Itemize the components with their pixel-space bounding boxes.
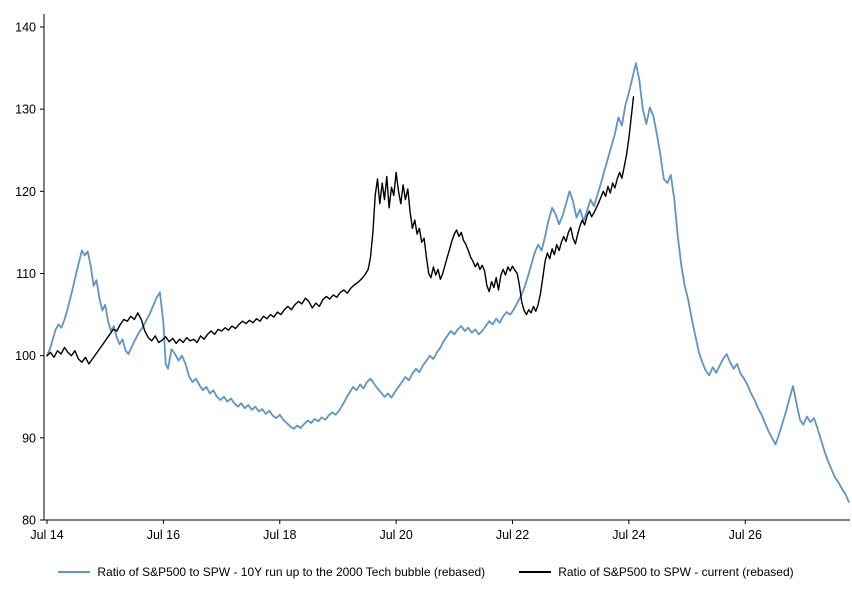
y-axis-tick-label: 140 xyxy=(15,21,36,35)
x-axis-tick-label: Jul 16 xyxy=(147,528,180,542)
y-axis-tick-label: 80 xyxy=(22,514,36,528)
x-axis-tick-label: Jul 18 xyxy=(263,528,296,542)
x-axis-tick-label: Jul 22 xyxy=(496,528,529,542)
plot-svg: 80 90 100 110 120 130 140 Jul 14 Jul 16 Jul 18 Jul… xyxy=(15,14,850,542)
series-line-0 xyxy=(46,62,850,503)
x-axis-tick-label: Jul 26 xyxy=(729,528,762,542)
current-line-swatch xyxy=(519,571,552,573)
x-axis-tick-label: Jul 14 xyxy=(30,528,63,542)
y-axis-tick-label: 110 xyxy=(16,267,36,281)
legend-item-tech-bubble: Ratio of S&P500 to SPW - 10Y run up to t… xyxy=(58,565,485,579)
legend-item-current: Ratio of S&P500 to SPW - current (rebase… xyxy=(519,565,794,579)
y-axis-tick-label: 120 xyxy=(15,185,36,199)
x-axis-tick-label: Jul 20 xyxy=(379,528,412,542)
legend-label-current: Ratio of S&P500 to SPW - current (rebase… xyxy=(558,565,794,579)
y-axis-tick-label: 90 xyxy=(22,431,36,445)
legend-label-tech-bubble: Ratio of S&P500 to SPW - 10Y run up to t… xyxy=(97,565,486,579)
series-line-1 xyxy=(46,96,635,365)
tech-bubble-line-swatch xyxy=(58,570,91,574)
y-axis-tick-label: 100 xyxy=(15,349,36,363)
x-axis-tick-label: Jul 24 xyxy=(612,528,645,542)
chart-legend: Ratio of S&P500 to SPW - 10Y run up to t… xyxy=(0,565,852,579)
y-axis-tick-label: 130 xyxy=(15,103,36,117)
